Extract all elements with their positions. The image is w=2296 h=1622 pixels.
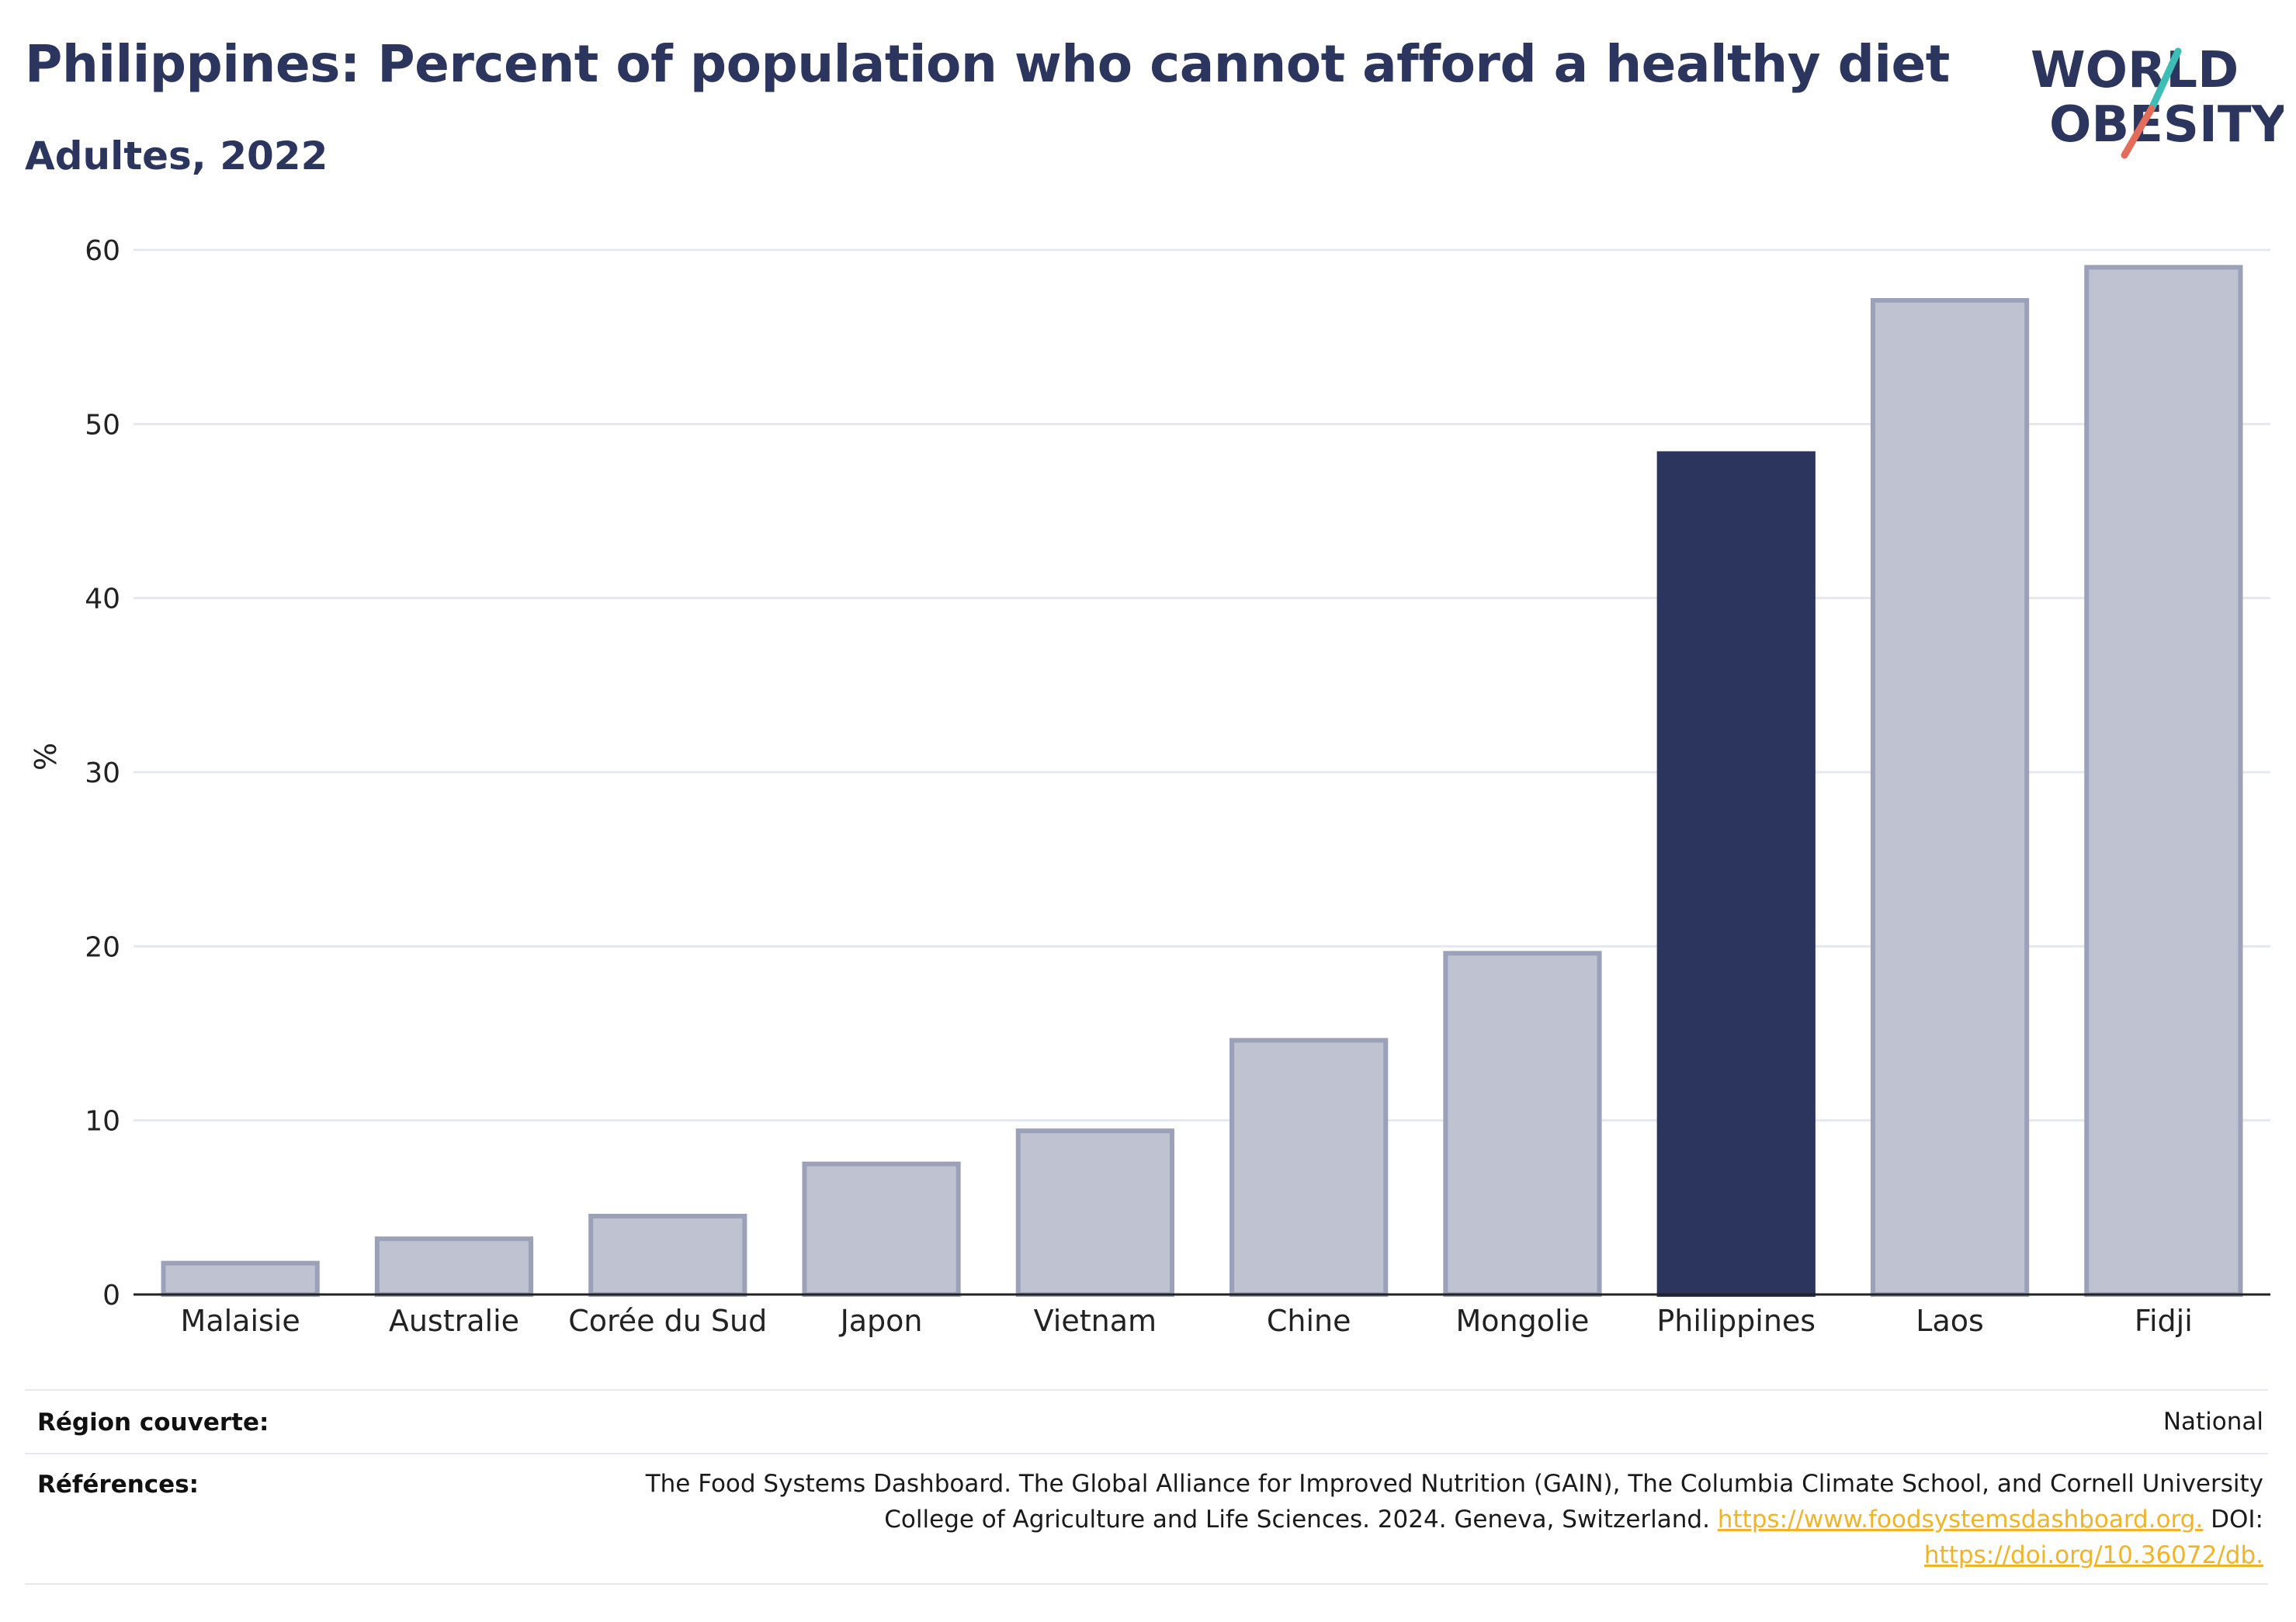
- y-tick-label-50: 50: [85, 409, 120, 441]
- y-tick-label-20: 20: [85, 931, 120, 963]
- x-tick-label-mongolie: Mongolie: [1455, 1304, 1589, 1338]
- x-tick-label-philippines: Philippines: [1656, 1304, 1816, 1338]
- y-tick-label-10: 10: [85, 1106, 120, 1138]
- bar-vietnam: [1015, 1128, 1174, 1298]
- references-line-2-text: College of Agriculture and Life Sciences…: [884, 1506, 1718, 1534]
- region-value: National: [2162, 1408, 2263, 1436]
- references-text: The Food Systems Dashboard. The Global A…: [401, 1466, 2263, 1573]
- references-line-1: The Food Systems Dashboard. The Global A…: [645, 1470, 2263, 1498]
- footer-divider-mid: [25, 1453, 2268, 1454]
- logo-word-obesity: OBESITY: [2049, 96, 2284, 154]
- y-tick-label-60: 60: [85, 235, 120, 267]
- doi-link[interactable]: https://doi.org/10.36072/db.: [1923, 1541, 2263, 1569]
- references-label: Références:: [37, 1471, 199, 1499]
- axes: 0 10 20 30 40 50 60 Malaisie Australie Corée du S…: [85, 235, 2270, 1338]
- references-line-3: https://doi.org/10.36072/db.: [401, 1537, 2263, 1573]
- x-tick-label-cor-e-du-sud: Corée du Sud: [568, 1304, 767, 1338]
- bars: [161, 265, 2243, 1298]
- food-systems-dashboard-link[interactable]: https://www.foodsystemsdashboard.org.: [1717, 1506, 2204, 1534]
- doi-label: DOI:: [2203, 1506, 2263, 1534]
- region-label: Région couverte:: [37, 1409, 269, 1437]
- x-tick-label-vietnam: Vietnam: [1034, 1304, 1157, 1338]
- footer-divider-bottom: [25, 1583, 2268, 1585]
- x-tick-label-fidji: Fidji: [2135, 1304, 2193, 1338]
- bar-cor-e-du-sud: [588, 1214, 747, 1298]
- logo-word-world: WORLD: [2031, 42, 2239, 99]
- world-obesity-logo[interactable]: WORLD OBESITY: [2027, 39, 2284, 163]
- chart-title: Philippines: Percent of population who c…: [25, 34, 1950, 94]
- y-tick-label-30: 30: [85, 757, 120, 789]
- x-tick-label-laos: Laos: [1916, 1304, 1984, 1338]
- bar-philippines: [1656, 451, 1816, 1297]
- bar-mongolie: [1443, 951, 1602, 1297]
- x-tick-label-chine: Chine: [1267, 1304, 1351, 1338]
- bar-chine: [1230, 1038, 1389, 1298]
- y-tick-label-0: 0: [102, 1280, 120, 1312]
- footer-divider-top: [25, 1389, 2268, 1391]
- y-axis-label: %: [29, 743, 63, 771]
- bar-chart: 0 10 20 30 40 50 60 Malaisie Australie Corée du S…: [29, 235, 2270, 1338]
- bar-malaisie: [161, 1260, 320, 1297]
- references-line-2: College of Agriculture and Life Sciences…: [401, 1502, 2263, 1537]
- x-tick-label-australie: Australie: [389, 1304, 519, 1338]
- logo-slash-coral: [2121, 105, 2156, 159]
- x-tick-label-japon: Japon: [839, 1304, 923, 1338]
- y-tick-label-40: 40: [85, 584, 120, 615]
- bar-australie: [374, 1236, 534, 1298]
- bar-fidji: [2084, 265, 2243, 1297]
- bar-japon: [802, 1161, 961, 1297]
- x-tick-label-malaisie: Malaisie: [181, 1304, 300, 1338]
- chart-subtitle: Adultes, 2022: [25, 133, 328, 178]
- bar-laos: [1870, 298, 2030, 1298]
- logo-slash-teal: [2148, 47, 2182, 113]
